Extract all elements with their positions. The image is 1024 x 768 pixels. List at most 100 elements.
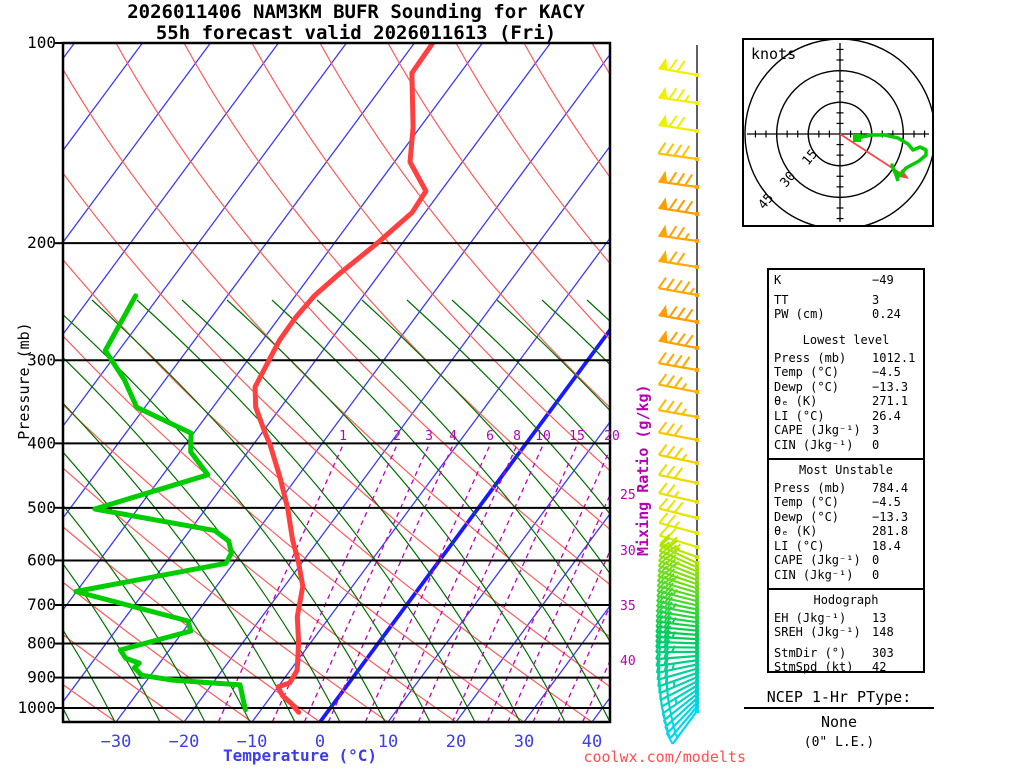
table-row: SREH (Jkg⁻¹) 148: [774, 625, 894, 639]
svg-text:20: 20: [446, 732, 466, 752]
svg-text:8: 8: [513, 429, 521, 444]
wind-barb: [658, 330, 699, 350]
temperature-axis-label: Temperature (°C): [222, 746, 378, 765]
hodograph-stats-rows: EH (Jkg⁻¹) 13 SREH (Jkg⁻¹) 148: [769, 611, 923, 640]
wind-barb: [655, 605, 699, 625]
wind-barb: [658, 250, 699, 269]
wind-barb: [665, 709, 699, 745]
svg-text:200: 200: [27, 233, 56, 252]
wind-barb: [655, 614, 699, 633]
svg-text:2: 2: [393, 429, 401, 444]
hodograph-frame: [742, 38, 934, 227]
svg-text:30: 30: [514, 732, 534, 752]
wind-barb: [658, 463, 699, 485]
wind-barb: [655, 610, 699, 629]
wind-barb: [655, 619, 699, 637]
svg-text:20: 20: [604, 429, 620, 444]
wind-barb: [655, 639, 699, 654]
table-row: LI (°C) 18.4: [774, 538, 901, 553]
svg-text:40: 40: [582, 732, 602, 752]
wind-barb: [657, 277, 699, 297]
wind-barb: [655, 629, 699, 646]
table-row: Press (mb) 1012.1: [774, 350, 916, 365]
wind-barb: [655, 658, 699, 674]
svg-text:400: 400: [27, 433, 56, 452]
wind-barb: [658, 482, 699, 504]
wind-barb: [655, 624, 699, 642]
svg-text:40: 40: [620, 654, 636, 669]
svg-text:500: 500: [27, 498, 56, 517]
dewpoint-trace: [73, 293, 248, 713]
table-row: EH (Jkg⁻¹) 13: [774, 610, 887, 625]
table-row: Dewp (°C) −13.3: [774, 379, 909, 394]
mixing-ratio-axis-label: Mixing Ratio (g/kg): [634, 384, 652, 556]
wind-barb: [655, 600, 699, 620]
table-row: CIN (Jkg⁻¹) 0: [774, 437, 880, 452]
wind-barb: [657, 373, 699, 394]
svg-text:10: 10: [535, 429, 551, 444]
table-row: CAPE (Jkg⁻¹) 3: [774, 423, 880, 437]
wind-barb: [658, 197, 699, 216]
wind-barb: [658, 512, 699, 535]
wind-barb: [655, 634, 699, 650]
wind-barb: [657, 142, 699, 161]
table-row: TT 3: [774, 292, 880, 307]
wind-barb: [658, 57, 699, 77]
svg-text:−30: −30: [101, 732, 132, 752]
svg-text:4: 4: [449, 429, 457, 444]
table-row: Press (mb) 784.4: [774, 480, 909, 495]
wind-barb: [658, 224, 699, 243]
table-row: CIN (Jkg⁻¹) 0: [774, 567, 880, 582]
watermark-link[interactable]: coolwx.com/modelts: [583, 748, 746, 766]
wind-barb: [657, 421, 699, 442]
pressure-axis-label: Pressure (mb): [15, 322, 33, 440]
table-row: StmDir (°) 303: [774, 645, 894, 660]
temperature-trace: [252, 43, 436, 715]
table-row: StmSpd (kt) 42: [774, 660, 887, 674]
table-row: PW (cm) 0.24: [774, 307, 901, 321]
indices-rows: K −49 TT 3 PW (cm) 0.24: [769, 273, 923, 322]
svg-text:30: 30: [620, 544, 636, 559]
lowest-level-heading: Lowest level: [802, 333, 890, 347]
chart-title: 2026011406 NAM3KM BUFR Sounding for KACY: [127, 1, 585, 23]
svg-text:0: 0: [315, 732, 325, 752]
ptype-note: (0" L.E.): [803, 735, 875, 750]
storm-motion-rows: StmDir (°) 303 StmSpd (kt) 42: [769, 646, 923, 675]
svg-text:35: 35: [620, 599, 636, 614]
wind-barb: [655, 652, 699, 668]
table-row: θₑ (K) 281.8: [774, 524, 909, 538]
most-unstable-table: Most Unstable Press (mb) 784.4 Temp (°C) −4…: [767, 460, 925, 590]
ptype-value: None: [820, 713, 858, 731]
chart-subtitle: 55h forecast valid 2026011613 (Fri): [155, 22, 557, 44]
table-row: CAPE (Jkg⁻¹) 0: [774, 553, 880, 567]
svg-text:25: 25: [620, 488, 636, 503]
wind-barb: [655, 595, 699, 616]
lowest-level-rows: Press (mb) 1012.1 Temp (°C) −4.5 Dewp (°C) −1…: [769, 351, 923, 453]
wind-barb: [657, 352, 699, 372]
stability-indices-table: K −49 TT 3 PW (cm) 0.24: [767, 268, 925, 332]
ptype-heading: NCEP 1-Hr PType:: [744, 688, 934, 709]
hodograph-stats-table: Hodograph EH (Jkg⁻¹) 13 SREH (Jkg⁻¹) 148 St…: [767, 590, 925, 675]
svg-text:600: 600: [27, 550, 56, 569]
wind-barb: [659, 533, 699, 559]
svg-text:100: 100: [27, 33, 56, 52]
skewt-background-lines: [63, 43, 610, 722]
svg-text:−20: −20: [169, 732, 200, 752]
table-row: K −49: [774, 273, 894, 287]
svg-text:700: 700: [27, 595, 56, 614]
svg-text:15: 15: [569, 429, 585, 444]
svg-text:3: 3: [425, 429, 433, 444]
svg-text:800: 800: [27, 634, 56, 653]
wind-barb: [658, 114, 699, 133]
wind-barb-column: [655, 45, 699, 745]
ptype-panel: NCEP 1-Hr PType: None (0" L.E.): [744, 688, 934, 750]
lowest-level-table: Lowest level Press (mb) 1012.1 Temp (°C) −4…: [767, 330, 925, 460]
table-row: LI (°C) 26.4: [774, 408, 901, 423]
wind-barb: [658, 443, 699, 465]
wind-barb: [655, 645, 699, 661]
wind-barb: [658, 304, 699, 324]
